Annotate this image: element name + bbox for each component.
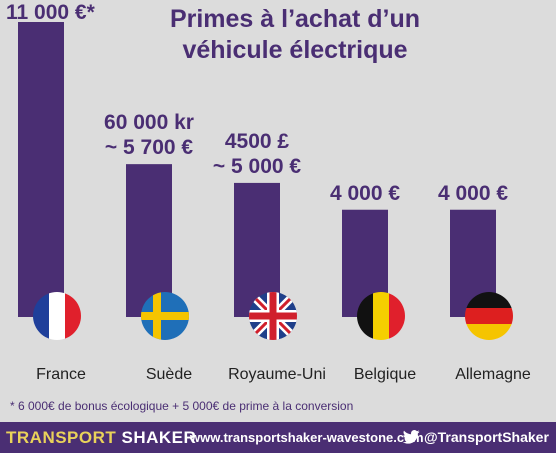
value-label-suède: 60 000 kr ~ 5 700 € bbox=[89, 110, 209, 160]
value-label-line: 4500 £ bbox=[224, 129, 290, 153]
category-label-royaume-uni: Royaume-Uni bbox=[228, 366, 326, 383]
brand-part-1: TRANSPORT bbox=[6, 428, 117, 447]
twitter-bird-icon bbox=[403, 430, 420, 444]
value-label-allemagne: 4 000 € bbox=[413, 181, 533, 206]
france-flag-icon bbox=[33, 292, 81, 340]
footer-bar: TRANSPORT SHAKER www.transportshaker-wav… bbox=[0, 422, 556, 453]
value-label-line: 4 000 € bbox=[329, 181, 401, 205]
value-label-line: 11 000 €* bbox=[6, 1, 95, 24]
value-label-royaume-uni: 4500 £ ~ 5 000 € bbox=[197, 129, 317, 179]
value-label-line: ~ 5 700 € bbox=[104, 136, 194, 160]
chart-title-line-2: véhicule électrique bbox=[182, 36, 408, 64]
uk-flag-icon bbox=[249, 292, 297, 340]
twitter-handle[interactable]: @TransportShaker bbox=[424, 429, 549, 445]
category-label-allemagne: Allemagne bbox=[455, 366, 531, 383]
germany-flag-icon bbox=[465, 292, 513, 340]
category-label-belgique: Belgique bbox=[353, 366, 417, 383]
value-label-france: 11 000 €* bbox=[6, 0, 95, 25]
bar-france bbox=[18, 22, 64, 317]
footnote: * 6 000€ de bonus écologique + 5 000€ de… bbox=[10, 399, 354, 413]
website-link[interactable]: www.transportshaker-wavestone.com bbox=[190, 430, 424, 445]
bar-suède bbox=[126, 164, 172, 317]
value-label-line: 60 000 kr bbox=[104, 111, 194, 135]
sweden-flag-icon bbox=[141, 292, 189, 340]
chart-title-line-1: Primes à l’achat d’un bbox=[169, 5, 421, 33]
belgium-flag-icon bbox=[357, 292, 405, 340]
value-label-line: 4 000 € bbox=[437, 181, 509, 205]
brand-logo: TRANSPORT SHAKER bbox=[6, 428, 196, 448]
value-label-line: ~ 5 000 € bbox=[212, 154, 302, 178]
brand-part-2: SHAKER bbox=[121, 428, 197, 447]
category-label-france: France bbox=[36, 366, 86, 383]
category-label-suede: Suède bbox=[145, 366, 193, 383]
chart-title: Primes à l’achat d’un véhicule électriqu… bbox=[150, 4, 440, 66]
value-label-belgique: 4 000 € bbox=[305, 181, 425, 206]
